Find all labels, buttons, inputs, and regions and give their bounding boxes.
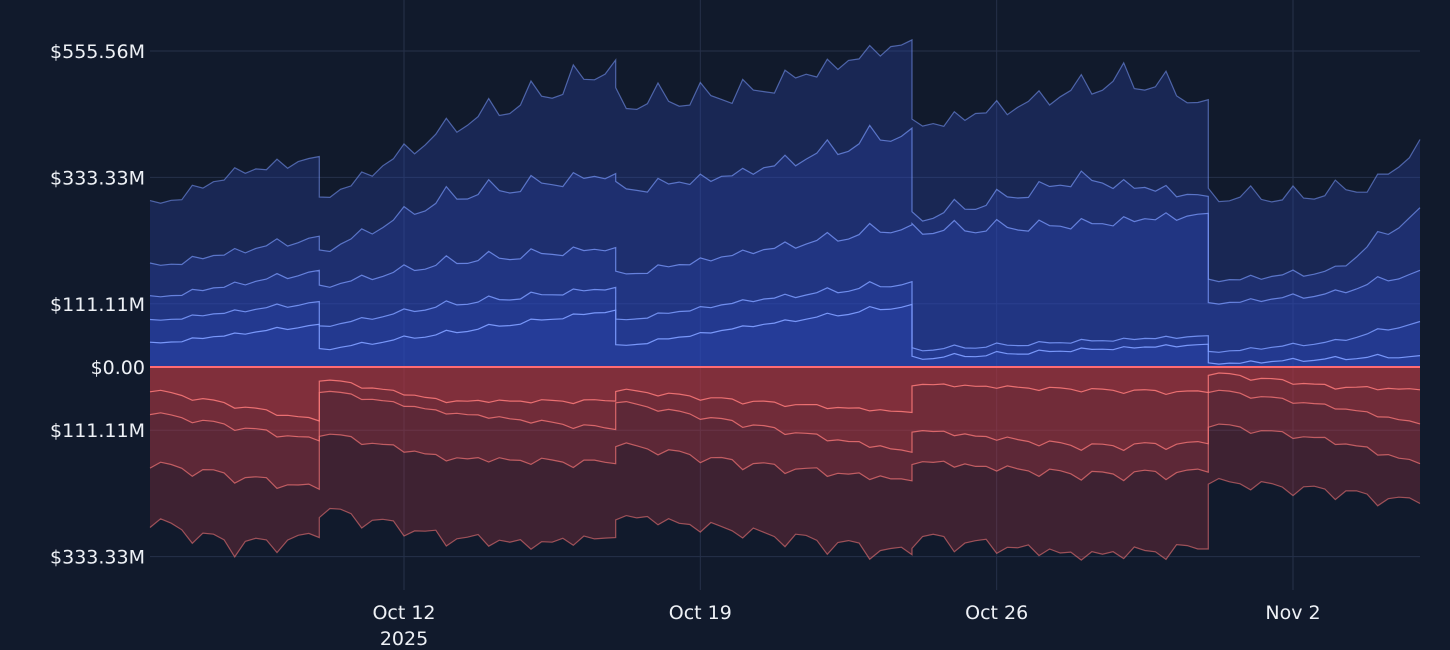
y-tick-label: $333.33M — [50, 167, 145, 189]
gridlines — [150, 0, 1420, 590]
negative-series-area-4 — [150, 367, 1420, 421]
positive-series-line-3 — [149, 212, 1421, 305]
positive-series-line-5 — [149, 303, 1421, 365]
area-series — [149, 38, 1421, 561]
positive-series-area-2 — [150, 125, 1420, 368]
x-axis-tick-labels: Oct 12 2025 Oct 19 Oct 26 Nov 2 — [372, 602, 1320, 650]
positive-series-area-3 — [150, 212, 1420, 367]
positive-series-line-1 — [149, 38, 1421, 204]
x-tick-label: Nov 2 — [1265, 602, 1320, 624]
y-tick-label: $333.33M — [50, 547, 145, 569]
y-tick-label: $111.11M — [50, 420, 145, 442]
negative-series-line-3 — [149, 389, 1421, 454]
negative-series-area-3 — [150, 367, 1420, 453]
y-axis-tick-labels: $555.56M $333.33M $111.11M $0.00 $111.11M $33… — [50, 41, 145, 569]
negative-series-line-4 — [149, 372, 1421, 422]
positive-series-area-4 — [150, 281, 1420, 367]
x-tick-label: Oct 26 — [965, 602, 1028, 624]
negative-series-line-2 — [149, 423, 1421, 491]
y-tick-label: $555.56M — [50, 41, 145, 63]
positive-series-area-1 — [150, 39, 1420, 368]
x-tick-label: Oct 19 — [669, 602, 732, 624]
x-tick-sublabel: 2025 — [380, 628, 428, 650]
positive-series-area-5 — [150, 304, 1420, 367]
y-tick-label: $111.11M — [50, 294, 145, 316]
positive-series-line-4 — [149, 280, 1421, 353]
negative-series-line-1 — [149, 477, 1421, 561]
x-tick-label: Oct 12 — [372, 602, 435, 624]
y-tick-label: $0.00 — [91, 357, 145, 379]
